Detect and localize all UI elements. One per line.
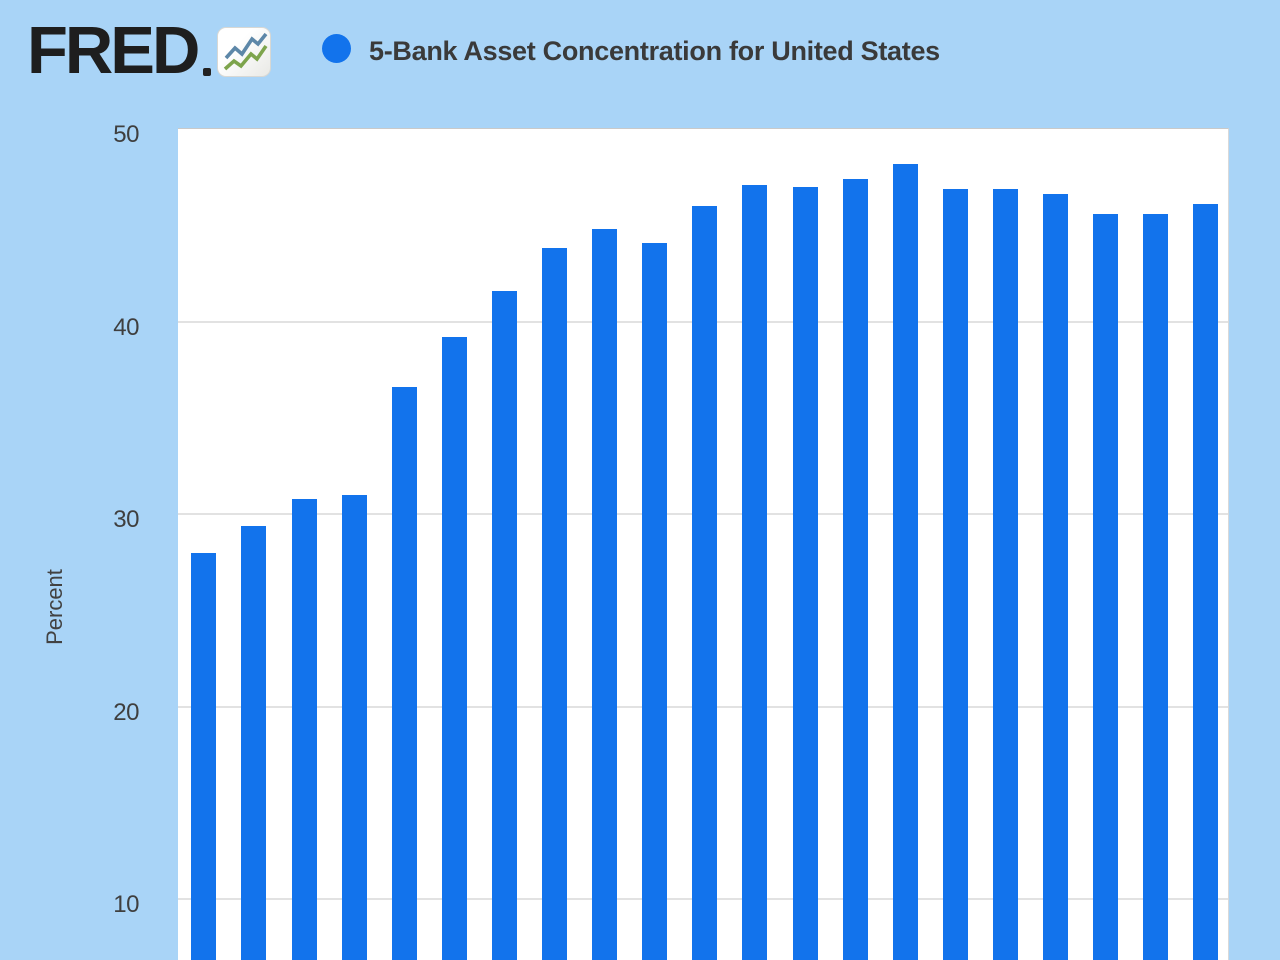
bar-2007[interactable] <box>742 184 768 960</box>
bar-1996[interactable] <box>191 552 217 960</box>
bar-2000[interactable] <box>391 387 417 960</box>
bar-2001[interactable] <box>441 337 467 960</box>
bar-2003[interactable] <box>542 248 567 960</box>
y-tick-label-40: 40 <box>113 313 139 341</box>
fred-logo[interactable]: FRED <box>27 13 272 88</box>
y-tick-label-30: 30 <box>113 506 139 534</box>
line-chart-icon <box>217 27 272 77</box>
registered-trademark-icon <box>203 68 212 76</box>
bar-2014[interactable] <box>1093 213 1119 960</box>
bar-2012[interactable] <box>992 188 1018 960</box>
bar-2013[interactable] <box>1043 194 1068 960</box>
series-legend-dot <box>322 34 351 63</box>
y-tick-label-20: 20 <box>113 698 139 726</box>
bar-2006[interactable] <box>692 206 718 960</box>
y-axis-title: Percent <box>42 569 67 645</box>
bar-2016[interactable] <box>1193 204 1219 960</box>
chart-title: 5-Bank Asset Concentration for United St… <box>369 36 940 66</box>
bar-2004[interactable] <box>592 229 618 960</box>
bar-2008[interactable] <box>792 186 818 960</box>
bar-1998[interactable] <box>291 498 317 960</box>
y-tick-label-10: 10 <box>113 891 139 919</box>
bar-2009[interactable] <box>842 179 868 960</box>
bar-1999[interactable] <box>341 494 367 960</box>
bar-2015[interactable] <box>1143 213 1169 960</box>
plot-area: 50 40 30 20 10 <box>113 121 1229 960</box>
line-chart-icon-svg <box>224 32 268 71</box>
bar-2010[interactable] <box>892 163 918 960</box>
bar-2002[interactable] <box>491 290 517 960</box>
bar-2011[interactable] <box>942 188 968 960</box>
y-tick-label-50: 50 <box>113 121 139 148</box>
bar-2005[interactable] <box>642 242 668 960</box>
bar-1997[interactable] <box>241 525 267 960</box>
fred-logo-text: FRED <box>27 13 200 88</box>
